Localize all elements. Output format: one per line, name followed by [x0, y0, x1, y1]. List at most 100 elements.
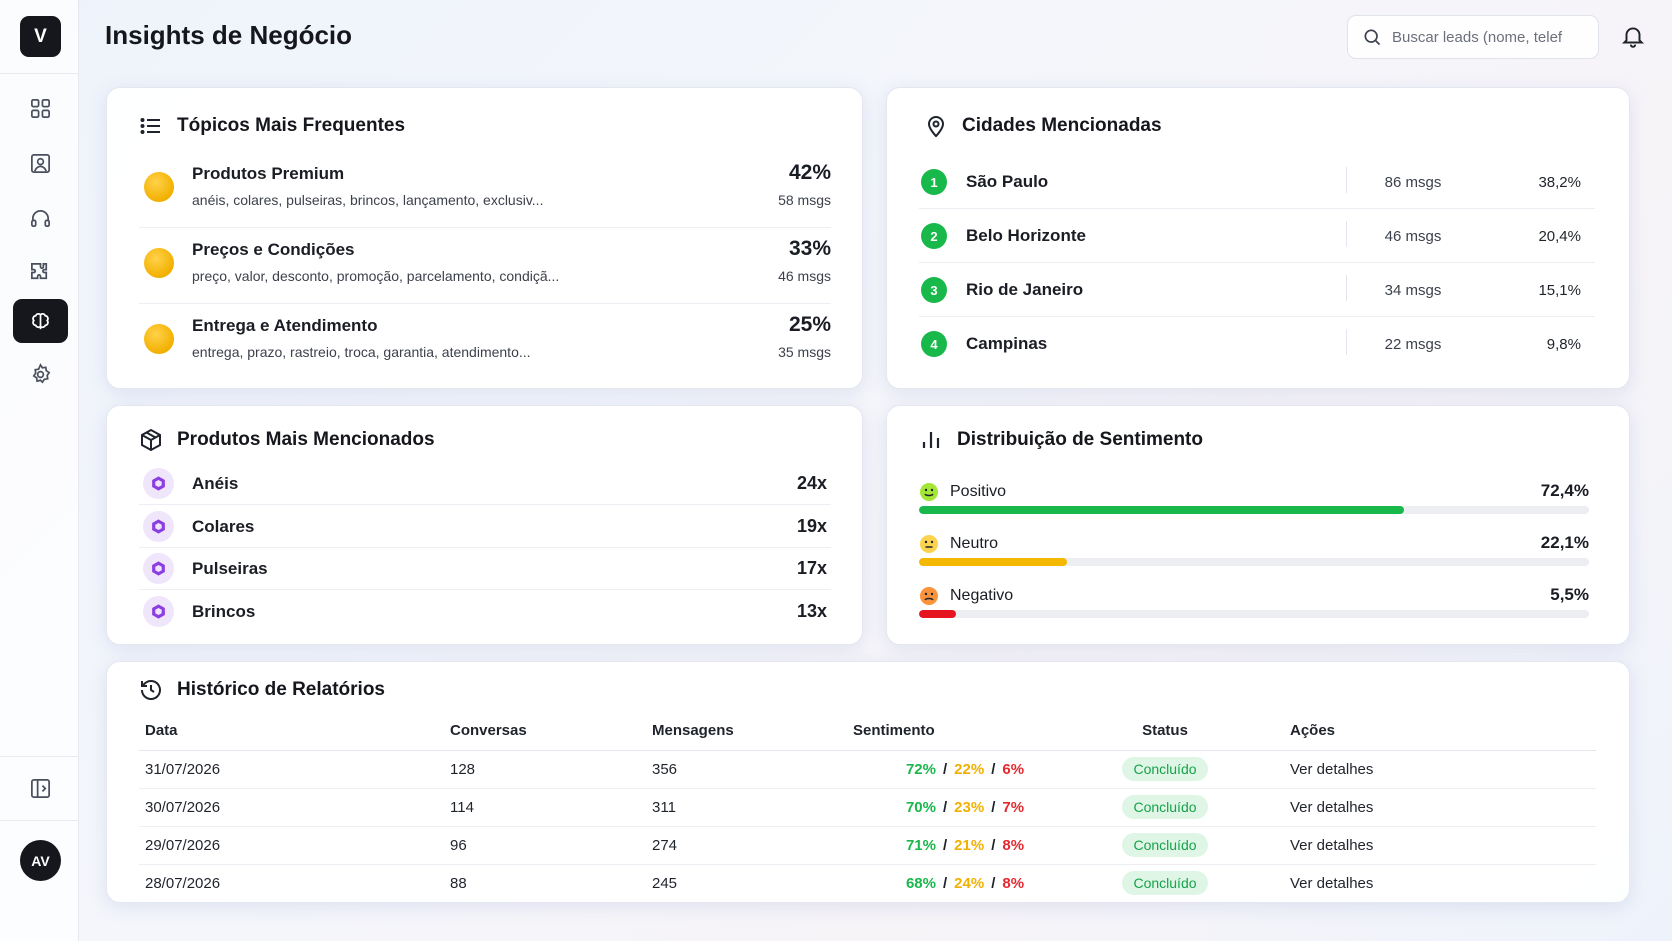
product-name: Anéis — [192, 474, 239, 493]
col-acoes: Ações — [1245, 712, 1596, 751]
history-card: Histórico de Relatórios Data Conversas M… — [106, 661, 1630, 903]
city-name: Rio de Janeiro — [966, 280, 1084, 299]
city-pct: 20,4% — [1538, 228, 1581, 245]
city-msgs: 22 msgs — [1384, 336, 1442, 353]
products-card: Produtos Mais Mencionados Anéis 24x Cola… — [106, 405, 863, 645]
col-data: Data — [139, 712, 450, 751]
topics-title-text: Tópicos Mais Frequentes — [177, 115, 406, 136]
nav-support-button[interactable] — [13, 196, 68, 240]
sentiment-pct: 5,5% — [1550, 585, 1589, 604]
topic-dot-icon — [144, 172, 174, 202]
products-title: Produtos Mais Mencionados — [139, 428, 435, 452]
cell-action: Ver detalhes — [1245, 788, 1596, 827]
topic-pct: 25% — [788, 313, 831, 336]
city-rank-badge: 2 — [921, 223, 947, 249]
product-row[interactable]: Colares 19x — [139, 505, 831, 548]
column-divider — [1346, 221, 1347, 247]
sent-neg: 7% — [1002, 798, 1025, 816]
cell-conversas: 114 — [450, 788, 652, 827]
app-logo[interactable]: V — [20, 16, 61, 57]
collapse-sidebar-button[interactable] — [13, 766, 68, 810]
cell-sentimento: 68%/24%/8% — [905, 874, 1025, 892]
table-row: 28/07/2026 88 245 68%/24%/8% Concluído V… — [139, 864, 1596, 902]
cell-sentimento: 70%/23%/7% — [845, 788, 1085, 827]
products-title-text: Produtos Mais Mencionados — [177, 429, 435, 450]
nav-insights-button[interactable] — [13, 299, 68, 343]
bar-chart-icon — [922, 432, 940, 448]
nav-gallery-button[interactable] — [13, 141, 68, 185]
search-icon — [1364, 29, 1381, 46]
city-row[interactable]: 2 Belo Horizonte 46 msgs 20,4% — [919, 209, 1595, 263]
col-conversas: Conversas — [450, 712, 652, 751]
sentiment-negative: Negativo 5,5% — [919, 584, 1589, 634]
view-details-link[interactable]: Ver detalhes — [1290, 836, 1374, 854]
topic-row[interactable]: Entrega e Atendimento entrega, prazo, ra… — [139, 304, 831, 380]
table-row: 31/07/2026 128 356 72%/22%/6% Concluído … — [139, 750, 1596, 789]
cell-action: Ver detalhes — [1245, 826, 1596, 865]
sentiment-bar-fill — [919, 610, 956, 618]
view-details-link[interactable]: Ver detalhes — [1290, 874, 1374, 892]
city-row[interactable]: 4 Campinas 22 msgs 9,8% — [919, 317, 1595, 371]
brain-icon — [32, 312, 49, 329]
nav-settings-button[interactable] — [13, 352, 68, 396]
cell-mensagens: 356 — [652, 750, 845, 789]
product-row[interactable]: Pulseiras 17x — [139, 547, 831, 590]
search-input[interactable] — [1392, 28, 1582, 46]
col-sentimento: Sentimento — [845, 712, 1085, 751]
sad-face-icon — [920, 587, 938, 605]
topic-pct: 33% — [788, 237, 831, 260]
cell-sentimento: 72%/22%/6% — [845, 750, 1085, 789]
search-box[interactable] — [1347, 15, 1599, 59]
col-mensagens: Mensagens — [652, 712, 845, 751]
row-divider — [919, 316, 1595, 317]
city-row[interactable]: 1 São Paulo 86 msgs 38,2% — [919, 155, 1595, 209]
cell-conversas: 128 — [450, 750, 652, 789]
package-icon — [141, 428, 161, 452]
row-divider — [919, 262, 1595, 263]
view-details-link[interactable]: Ver detalhes — [1290, 798, 1374, 816]
headphones-icon — [31, 209, 50, 227]
status-badge: Concluído — [1122, 757, 1208, 781]
topic-row[interactable]: Preços e Condições preço, valor, descont… — [139, 228, 831, 304]
product-name: Pulseiras — [192, 559, 268, 578]
cell-date: 28/07/2026 — [145, 874, 221, 892]
cell-action: Ver detalhes — [1245, 750, 1596, 789]
smile-icon — [920, 483, 938, 501]
status-badge: Concluído — [1122, 795, 1208, 819]
sidebar-toggle-icon — [31, 778, 50, 798]
product-row[interactable]: Anéis 24x — [139, 462, 831, 505]
city-pct: 38,2% — [1538, 174, 1581, 191]
user-avatar[interactable]: AV — [20, 840, 61, 881]
product-name: Brincos — [192, 602, 256, 621]
bell-icon[interactable] — [1620, 23, 1646, 49]
row-divider — [139, 547, 831, 548]
neutral-face-icon — [920, 535, 938, 553]
cell-mensagens: 274 — [652, 826, 845, 865]
city-rank-badge: 3 — [921, 277, 947, 303]
topic-pct: 42% — [788, 161, 831, 184]
row-divider — [139, 589, 831, 590]
view-details-link[interactable]: Ver detalhes — [1290, 760, 1374, 778]
sentiment-bar-fill — [919, 558, 1068, 566]
sent-neu: 21% — [954, 836, 985, 854]
topic-row[interactable]: Produtos Premium anéis, colares, pulseir… — [139, 152, 831, 228]
cube-icon — [143, 511, 174, 542]
status-badge: Concluído — [1122, 833, 1208, 857]
product-row[interactable]: Brincos 13x — [139, 590, 831, 633]
sentiment-neutral: Neutro 22,1% — [919, 532, 1589, 582]
product-count: 13x — [796, 601, 827, 621]
list-icon — [140, 118, 160, 134]
sentiment-pct: 72,4% — [1540, 481, 1589, 500]
topic-name: Preços e Condições — [192, 240, 355, 259]
sentiment-bar-track — [919, 558, 1589, 566]
sidebar-divider — [0, 820, 79, 821]
city-row[interactable]: 3 Rio de Janeiro 34 msgs 15,1% — [919, 263, 1595, 317]
cell-conversas: 96 — [450, 826, 652, 865]
nav-dashboard-button[interactable] — [13, 86, 68, 130]
cities-title: Cidades Mencionadas — [924, 114, 1162, 138]
topic-name: Produtos Premium — [192, 164, 345, 183]
sent-neu: 23% — [954, 798, 985, 816]
nav-integrations-button[interactable] — [13, 250, 68, 294]
column-divider — [1346, 329, 1347, 355]
column-divider — [1346, 275, 1347, 301]
